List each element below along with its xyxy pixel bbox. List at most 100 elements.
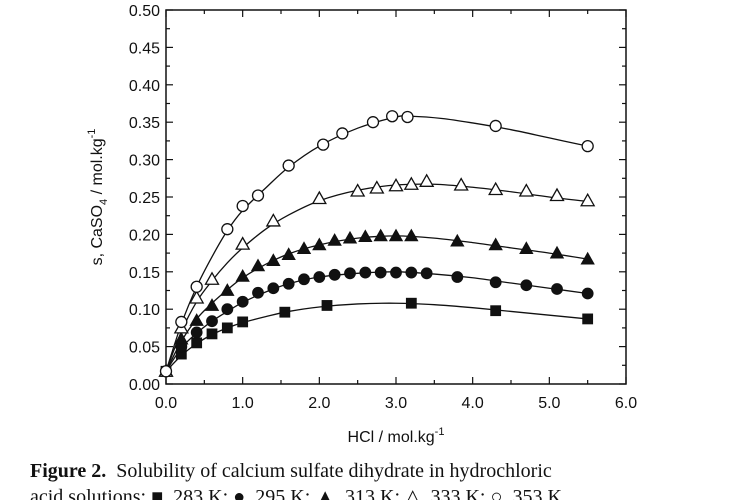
data-point-circle: [267, 282, 280, 295]
data-point-circle: [401, 110, 414, 124]
y-axis-title-pre: s, CaSO: [89, 205, 106, 265]
x-tick-label: 6.0: [615, 395, 637, 412]
y-tick-label: 0.15: [129, 265, 160, 282]
data-point-square: [321, 300, 333, 311]
data-point-triangle: [266, 253, 281, 266]
data-point-triangle: [342, 230, 358, 244]
data-point-square: [237, 316, 249, 328]
data-point-triangle: [220, 283, 235, 296]
caption-line-2: acid solutions: ■, 283 K; ●, 295 K; ▲, 3…: [30, 484, 750, 500]
y-tick-label: 0.10: [129, 302, 160, 319]
caption-text-2: acid solutions: ■, 283 K; ●, 295 K; ▲, 3…: [30, 486, 562, 500]
data-point-circle: [336, 127, 349, 140]
data-point-triangle: [250, 258, 266, 272]
data-point-circle: [359, 266, 372, 279]
y-axis-title-sup: -1: [86, 129, 98, 139]
data-point-triangle: [235, 236, 251, 250]
y-axis-title-sub: 4: [98, 199, 110, 205]
axis-ticks: [165, 9, 627, 385]
data-point-circle: [489, 276, 502, 289]
data-point-square: [405, 297, 417, 309]
data-point-triangle: [404, 228, 419, 242]
x-tick-label: 1.0: [232, 395, 254, 412]
data-point-square: [191, 337, 203, 349]
x-tick-label: 5.0: [538, 395, 560, 412]
data-point-triangle: [174, 331, 189, 345]
x-tick-label: 4.0: [462, 395, 484, 412]
y-tick-label: 0.05: [129, 340, 160, 357]
data-point-circle: [206, 315, 218, 328]
caption-line-1: Figure 2. Solubility of calcium sulfate …: [30, 458, 750, 484]
data-point-circle: [251, 189, 265, 202]
data-point-circle: [221, 223, 234, 236]
x-tick-label: 3.0: [385, 395, 407, 412]
data-point-triangle: [281, 247, 296, 260]
data-point-circle: [386, 110, 399, 123]
data-point-circle: [298, 273, 310, 286]
data-point-triangle: [204, 271, 220, 285]
data-point-circle: [236, 199, 249, 213]
data-point-triangle: [312, 237, 327, 251]
data-point-circle: [317, 138, 330, 151]
data-point-circle: [489, 119, 502, 133]
data-point-triangle: [388, 177, 404, 192]
y-tick-label: 0.25: [129, 190, 160, 207]
data-point-triangle: [296, 241, 312, 255]
data-point-circle: [221, 303, 234, 316]
data-point-triangle: [488, 237, 503, 251]
data-point-triangle: [519, 241, 534, 255]
data-point-triangle: [327, 233, 342, 246]
data-point-circle: [390, 266, 402, 279]
data-point-triangle: [549, 187, 565, 202]
data-point-square: [221, 322, 233, 334]
data-point-circle: [252, 286, 264, 299]
fit-curve-333k: [165, 183, 588, 372]
data-point-triangle: [450, 233, 465, 247]
data-point-circle: [520, 279, 533, 292]
x-tick-label: 2.0: [308, 395, 330, 412]
data-point-triangle: [265, 213, 281, 227]
data-point-triangle: [403, 176, 419, 190]
data-point-triangle: [204, 298, 220, 311]
data-point-circle: [581, 139, 594, 153]
data-point-circle: [190, 326, 203, 339]
data-point-circle: [190, 280, 203, 293]
data-point-triangle: [419, 173, 435, 187]
x-tick-labels: 0.0 1.0 2.0 3.0 4.0 5.0 6.0: [155, 395, 637, 412]
data-point-circle: [581, 287, 594, 300]
data-point-circle: [328, 268, 341, 281]
data-point-square: [490, 305, 502, 317]
data-point-triangle: [580, 192, 596, 207]
data-point-circle: [159, 365, 173, 378]
data-point-triangle: [235, 268, 250, 282]
x-axis-title: HCl / mol.kg-1: [348, 426, 445, 446]
y-axis-title: s, CaSO4 / mol.kg-1: [86, 129, 110, 266]
x-axis-title-text: HCl / mol.kg: [348, 429, 435, 446]
data-point-circle: [551, 283, 563, 295]
caption-text-1: Solubility of calcium sulfate dihydrate …: [116, 460, 552, 482]
data-point-circle: [366, 116, 380, 129]
y-tick-label: 0.20: [129, 227, 160, 244]
y-tick-label: 0.50: [129, 3, 160, 20]
data-point-triangle: [189, 313, 204, 326]
y-tick-label: 0.45: [129, 40, 160, 57]
data-point-circle: [451, 271, 464, 283]
y-axis-title-post: / mol.kg: [89, 138, 106, 198]
data-point-triangle: [580, 251, 595, 265]
data-point-square: [582, 313, 594, 325]
data-point-triangle: [373, 228, 388, 242]
x-axis-title-sup: -1: [435, 426, 445, 438]
data-point-circle: [313, 271, 326, 283]
data-point-triangle: [311, 190, 327, 205]
caption-label: Figure 2.: [30, 460, 107, 482]
data-point-triangle: [358, 229, 373, 243]
data-point-circle: [282, 277, 295, 290]
y-tick-label: 0.35: [129, 115, 160, 132]
data-point-square: [279, 306, 291, 318]
data-point-circle: [405, 266, 418, 279]
data-point-triangle: [488, 181, 504, 196]
y-tick-label: 0.00: [129, 377, 160, 394]
data-point-circle: [344, 267, 356, 280]
data-point-triangle: [453, 177, 469, 191]
data-points: [158, 110, 596, 378]
